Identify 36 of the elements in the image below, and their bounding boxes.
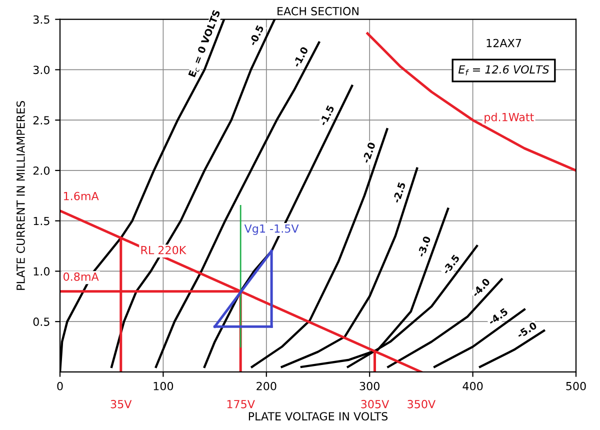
annotation: 35V (110, 400, 132, 408)
annotation: E$_{f}$ = 12.6 VOLTS (458, 65, 549, 76)
y-tick-label: 3.5 (33, 15, 50, 24)
y-tick-label: 3.0 (33, 66, 50, 74)
y-tick-label: 2.0 (33, 166, 50, 175)
text: E$_{c}$ = 0 VOLTS (188, 10, 222, 78)
y-tick-label: 2.5 (33, 116, 50, 124)
text: -1.0 (292, 46, 308, 68)
annotation: RL 220K (141, 246, 186, 254)
y-tick-label: 1.0 (34, 267, 50, 276)
annotation: 305V (361, 400, 390, 408)
annotation: 175V (227, 400, 255, 408)
text: -4.5 (488, 308, 508, 326)
annotation: 1.6mA (64, 192, 99, 200)
annotation: 350V (408, 400, 436, 408)
text: -0.5 (248, 24, 264, 46)
x-tick-label: 500 (566, 382, 586, 390)
annotation: pd.1Watt (484, 112, 534, 124)
x-tick-label: 300 (360, 382, 380, 390)
x-tick-label: 400 (462, 382, 483, 390)
chart-title: EACH SECTION (278, 6, 358, 16)
y-tick-label: 1.5 (34, 216, 50, 226)
x-axis-title: PLATE VOLTAGE IN VOLTS (248, 412, 388, 420)
x-tick-label: 0 (57, 382, 63, 390)
y-tick-label: 0.5 (33, 318, 50, 326)
annotation: 0.8mA (64, 272, 99, 281)
text: -2.5 (392, 182, 406, 204)
annotation: 12AX7 (486, 38, 522, 48)
y-axis-title: PLATE CURRENT IN MILLIAMPERES (16, 101, 25, 290)
annotation: Vg1 -1.5V (244, 224, 299, 235)
x-tick-label: 100 (154, 382, 174, 390)
text: -1.5 (319, 104, 334, 126)
text: -2.0 (362, 142, 376, 164)
text: -5.0 (516, 322, 538, 339)
x-tick-label: 200 (256, 382, 276, 390)
text: -3.0 (417, 236, 431, 258)
